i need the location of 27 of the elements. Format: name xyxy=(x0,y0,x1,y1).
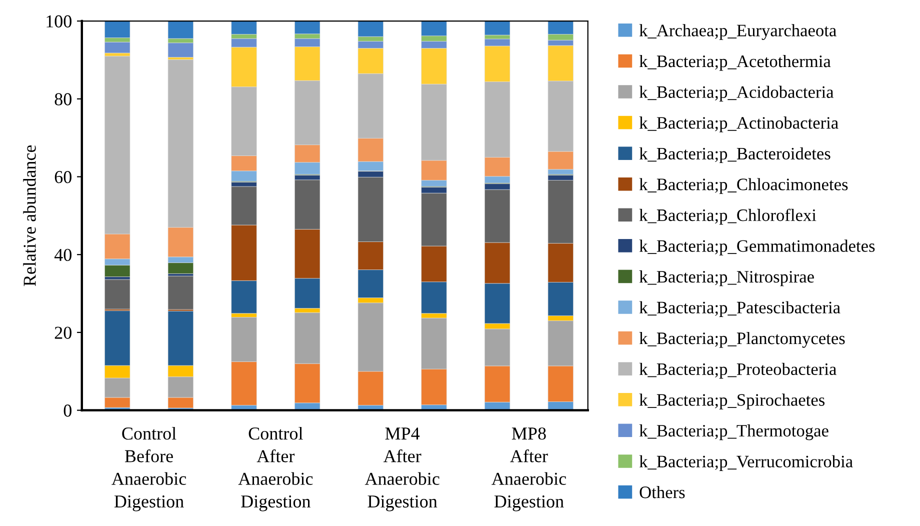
legend-label: k_Bacteria;p_Proteobacteria xyxy=(639,362,836,379)
legend-label: k_Bacteria;p_Chloroflexi xyxy=(639,208,816,225)
legend-label: k_Bacteria;p_Patescibacteria xyxy=(639,301,840,317)
y-tick-label: 20 xyxy=(54,326,72,339)
text: Control Before Anaerobic Digestion xyxy=(112,426,186,512)
y-tick-label: 80 xyxy=(54,93,72,106)
y-axis-title: Relative abundance xyxy=(23,145,36,286)
legend-label: k_Bacteria;p_Verrucomicrobia xyxy=(639,455,853,471)
legend-label: k_Bacteria;p_Thermotogae xyxy=(639,424,828,440)
y-tick-label: 40 xyxy=(54,248,72,262)
y-tick-label: 100 xyxy=(46,15,72,28)
legend-label: k_Bacteria;p_Gemmatimonadetes xyxy=(639,240,875,256)
text: Control After Anaerobic Digestion xyxy=(238,426,313,512)
legend-label: k_Bacteria;p_Nitrospirae xyxy=(639,270,814,286)
y-tick-label: 0 xyxy=(64,404,72,417)
legend-label: k_Bacteria;p_Chloacimonetes xyxy=(639,178,848,194)
legend-label: k_Bacteria;p_Planctomycetes xyxy=(639,332,845,348)
text: MP8 After Anaerobic Digestion xyxy=(492,427,566,512)
legend-label: k_Bacteria;p_Bacteroidetes xyxy=(639,147,830,164)
legend-label: Others xyxy=(640,486,685,498)
legend-label: k_Bacteria;p_Spirochaetes xyxy=(639,394,825,410)
legend-label: k_Bacteria;p_Acetothermia xyxy=(639,54,831,71)
text: MP4 After Anaerobic Digestion xyxy=(364,428,440,512)
legend-label: k_Bacteria;p_Actinobacteria xyxy=(639,116,838,132)
y-tick-label: 60 xyxy=(54,170,72,184)
legend-label: k_Archaea;p_Euryarchaeota xyxy=(639,24,836,40)
legend-label: k_Bacteria;p_Acidobacteria xyxy=(639,86,834,102)
